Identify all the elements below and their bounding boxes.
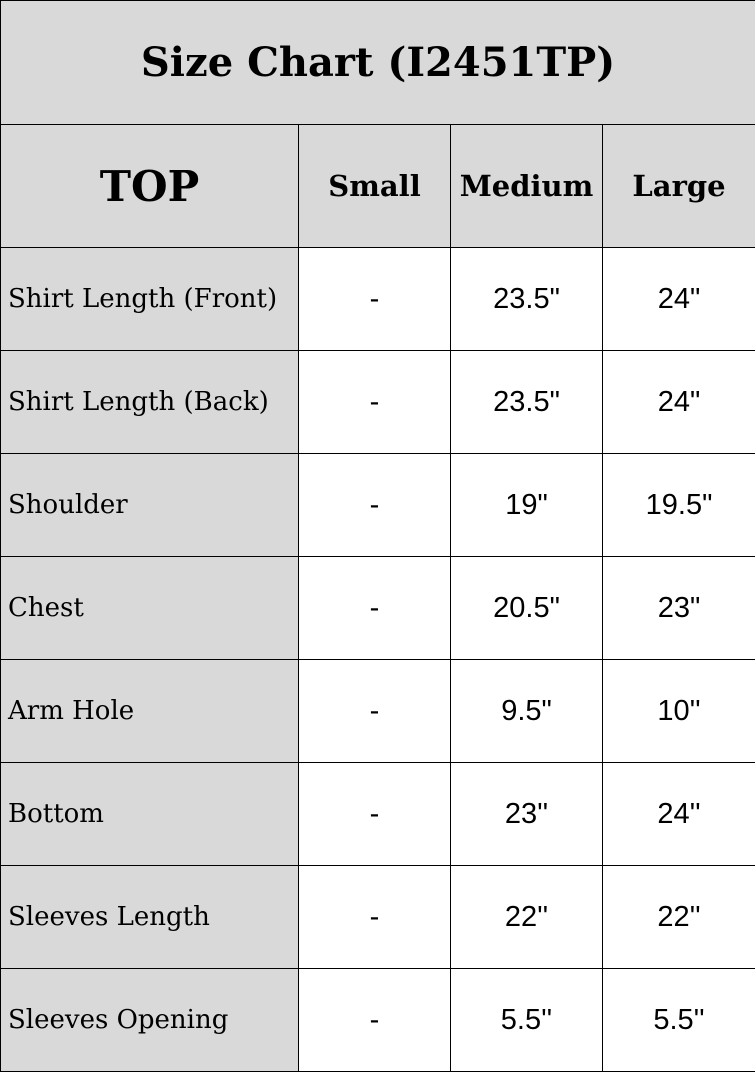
measurement-label: Bottom (0, 762, 299, 866)
table-row: Shoulder -19" 19.5" (0, 453, 755, 557)
chart-title: Size Chart (I2451TP) (0, 0, 755, 125)
table-row: Arm Hole -9.5" 10'' (0, 659, 755, 763)
table-row: Sleeves Length -22'' 22'' (0, 865, 755, 969)
header-size-medium: Medium (450, 124, 603, 248)
table-row: Chest -20.5" 23" (0, 556, 755, 660)
table-row: Bottom -23'' 24'' (0, 762, 755, 866)
header-size-small: Small (298, 124, 451, 248)
measurement-value-medium: 22'' (450, 865, 603, 969)
measurement-value-medium: 9.5" (450, 659, 603, 763)
measurement-value-small: - (298, 350, 451, 454)
measurement-label: Shirt Length (Back) (0, 350, 299, 454)
measurement-label: Shirt Length (Front) (0, 247, 299, 351)
measurement-value-large: 23" (601, 556, 755, 660)
measurement-value-small: - (298, 247, 451, 351)
measurement-value-large: 5.5'' (601, 968, 755, 1072)
measurement-label: Shoulder (0, 453, 299, 557)
measurement-value-medium: 23.5" (450, 247, 603, 351)
table-row: Shirt Length (Front) -23.5" 24" (0, 247, 755, 351)
measurement-value-large: 24'' (601, 762, 755, 866)
measurement-value-large: 10'' (601, 659, 755, 763)
measurement-label: Sleeves Length (0, 865, 299, 969)
measurement-value-small: - (298, 865, 451, 969)
header-row: TOP Small Medium Large (0, 124, 755, 248)
measurement-value-small: - (298, 659, 451, 763)
header-size-large: Large (601, 124, 755, 248)
measurement-value-medium: 20.5" (450, 556, 603, 660)
measurement-value-small: - (298, 762, 451, 866)
measurement-value-large: 24" (601, 247, 755, 351)
measurement-value-small: - (298, 968, 451, 1072)
measurement-value-medium: 5.5'' (450, 968, 603, 1072)
table-row: Shirt Length (Back) -23.5" 24" (0, 350, 755, 454)
measurement-value-medium: 23.5" (450, 350, 603, 454)
measurement-label: Chest (0, 556, 299, 660)
measurement-value-large: 19.5" (601, 453, 755, 557)
header-section: TOP (0, 124, 299, 248)
measurement-value-small: - (298, 453, 451, 557)
measurement-label: Arm Hole (0, 659, 299, 763)
measurement-value-large: 22'' (601, 865, 755, 969)
measurement-value-small: - (298, 556, 451, 660)
measurement-value-medium: 23'' (450, 762, 603, 866)
measurement-label: Sleeves Opening (0, 968, 299, 1072)
table-row: Sleeves Opening -5.5'' 5.5'' (0, 968, 755, 1072)
measurement-value-medium: 19" (450, 453, 603, 557)
measurement-value-large: 24" (601, 350, 755, 454)
